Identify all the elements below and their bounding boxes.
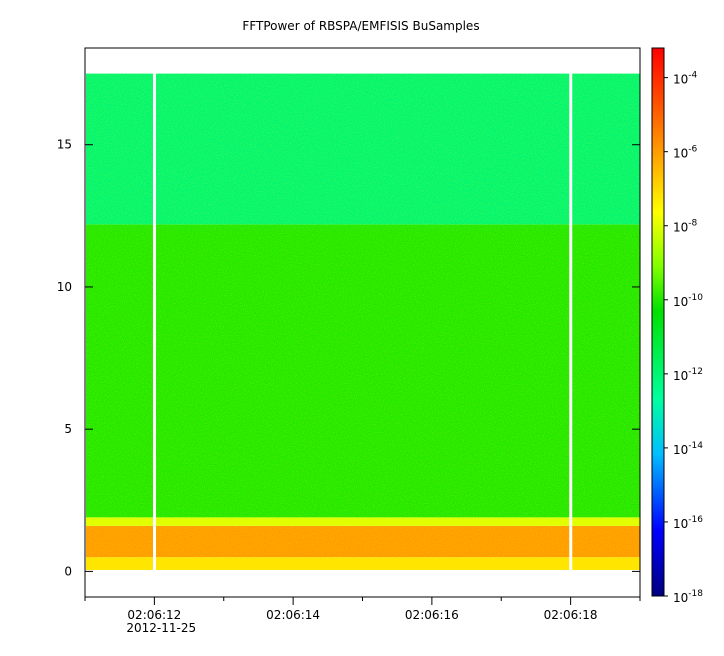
data-gaps <box>152 72 573 571</box>
colorbar-tick-label-4: 10-12 <box>673 367 703 383</box>
chart-title: FFTPower of RBSPA/EMFISIS BuSamples <box>242 19 479 33</box>
y-tick-label-3: 15 <box>57 138 72 152</box>
x-tick-label-0: 02:06:12 <box>127 608 181 622</box>
noise-texture <box>86 73 640 570</box>
colorbar-tick-label-2: 10-8 <box>673 219 698 235</box>
y-tick-label-1: 5 <box>64 422 72 436</box>
y-tick-label-0: 0 <box>64 564 72 578</box>
colorbar-tick-label-3: 10-10 <box>673 293 703 309</box>
x-tick-date-label: 2012-11-25 <box>126 621 196 635</box>
x-tick-label-3: 02:06:18 <box>544 608 598 622</box>
data-gap-1 <box>569 72 573 571</box>
x-tick-label-1: 02:06:14 <box>266 608 320 622</box>
colorbar-gradient <box>651 47 665 597</box>
y-tick-label-2: 10 <box>57 280 72 294</box>
y-axis: 0 5 10 15 <box>57 138 640 578</box>
colorbar-tick-label-5: 10-14 <box>673 441 703 457</box>
colorbar-tick-label-0: 10-4 <box>673 71 698 87</box>
colorbar-tick-label-1: 10-6 <box>673 145 698 161</box>
colorbar-tick-label-6: 10-16 <box>673 515 703 531</box>
data-gap-0 <box>152 72 156 571</box>
colorbar: 10-4 10-6 10-8 10-10 10-12 10-14 10-16 10-18 <box>651 47 703 605</box>
colorbar-tick-label-7: 10-18 <box>673 589 703 605</box>
x-tick-label-2: 02:06:16 <box>405 608 459 622</box>
spectrogram-noise <box>86 73 640 570</box>
